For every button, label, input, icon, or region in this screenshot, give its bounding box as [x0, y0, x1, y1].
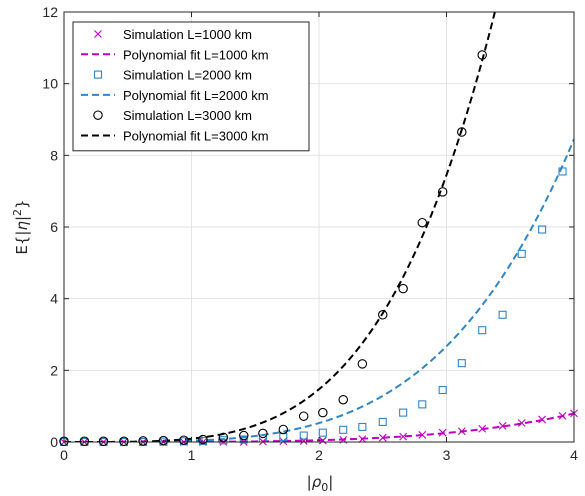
data-point [438, 428, 447, 437]
data-point [179, 435, 189, 445]
x-tick-label: 4 [570, 447, 578, 463]
data-point [457, 127, 467, 137]
data-point [558, 167, 567, 176]
data-point [298, 411, 309, 421]
legend-entry: Polynomial fit L=2000 km [123, 88, 269, 103]
x-tick-label: 2 [315, 447, 323, 463]
data-point [399, 432, 408, 441]
data-point-stroke [538, 415, 547, 424]
data-point [98, 436, 109, 447]
data-point-stroke [279, 437, 288, 446]
data-point-stroke [438, 428, 447, 437]
data-point [398, 283, 408, 294]
data-point [478, 326, 487, 335]
data-point-stroke [318, 436, 327, 445]
data-point [538, 415, 547, 424]
legend-swatch [94, 30, 102, 38]
legend-box [72, 21, 310, 152]
data-point [517, 249, 526, 258]
grid [63, 11, 575, 443]
data-point [278, 424, 289, 435]
data-point [457, 427, 466, 436]
data-point [138, 436, 148, 446]
data-point [279, 437, 288, 446]
data-point [338, 394, 348, 405]
legend-entry: Polynomial fit L=1000 km [123, 47, 269, 62]
data-markers [59, 50, 578, 447]
data-point [457, 359, 466, 368]
data-point [418, 400, 427, 409]
data-point [318, 436, 327, 445]
data-point-stroke [418, 430, 427, 439]
data-point [538, 225, 547, 234]
data-point [318, 407, 328, 418]
data-point-stroke [517, 419, 526, 427]
data-point [399, 408, 408, 417]
data-point [258, 428, 268, 439]
fit-line [64, 138, 574, 442]
data-point [358, 422, 367, 432]
data-point [79, 436, 90, 447]
data-point [478, 424, 487, 433]
y-tick-label: 10 [42, 76, 58, 92]
x-axis-label: |ρ0| [307, 473, 334, 494]
data-point-stroke [358, 435, 367, 444]
data-point [378, 433, 387, 442]
data-point [477, 50, 487, 60]
legend-swatch-stroke [94, 30, 102, 38]
x-tick-label: 3 [443, 447, 451, 463]
data-point-stroke [498, 421, 507, 430]
data-point [558, 411, 567, 420]
legend: Simulation L=1000 km Polynomial fit L=100… [72, 21, 310, 152]
y-tick-label: 2 [50, 362, 58, 378]
data-point [438, 385, 447, 395]
data-point [239, 430, 249, 441]
data-point [357, 359, 368, 369]
legend-entry: Simulation L=2000 km [123, 68, 252, 83]
data-point [318, 428, 327, 437]
legend-swatch [93, 70, 103, 79]
data-point-stroke [457, 427, 466, 436]
data-point-stroke [399, 432, 408, 441]
data-point [378, 417, 387, 426]
data-point-stroke [558, 411, 567, 420]
y-axis-label: E{|η|2} [11, 199, 31, 254]
data-point [498, 421, 507, 430]
data-point [417, 217, 428, 228]
data-point [358, 435, 367, 444]
y-tick-label: 6 [50, 219, 58, 235]
legend-entry: Simulation L=1000 km [123, 27, 252, 42]
data-point [498, 310, 507, 319]
data-point-stroke [478, 424, 487, 433]
data-point-stroke [378, 433, 387, 442]
x-tick-label: 0 [60, 447, 68, 463]
data-point [299, 431, 308, 440]
y-tick-label: 12 [42, 4, 58, 20]
data-point [339, 425, 348, 434]
data-point [517, 419, 526, 427]
y-tick-label: 0 [50, 434, 58, 450]
y-tick-label: 8 [50, 147, 58, 163]
data-point [119, 436, 129, 447]
legend-entry: Polynomial fit L=3000 km [123, 129, 269, 144]
data-point [198, 434, 208, 445]
data-point [437, 187, 448, 197]
legend-swatch [93, 110, 103, 120]
x-tick-label: 1 [188, 447, 196, 463]
data-point [158, 435, 169, 446]
data-point [418, 430, 427, 439]
data-point [377, 310, 388, 320]
y-tick-label: 4 [50, 291, 58, 307]
data-point [239, 435, 248, 444]
legend-entry: Simulation L=3000 km [123, 108, 252, 123]
